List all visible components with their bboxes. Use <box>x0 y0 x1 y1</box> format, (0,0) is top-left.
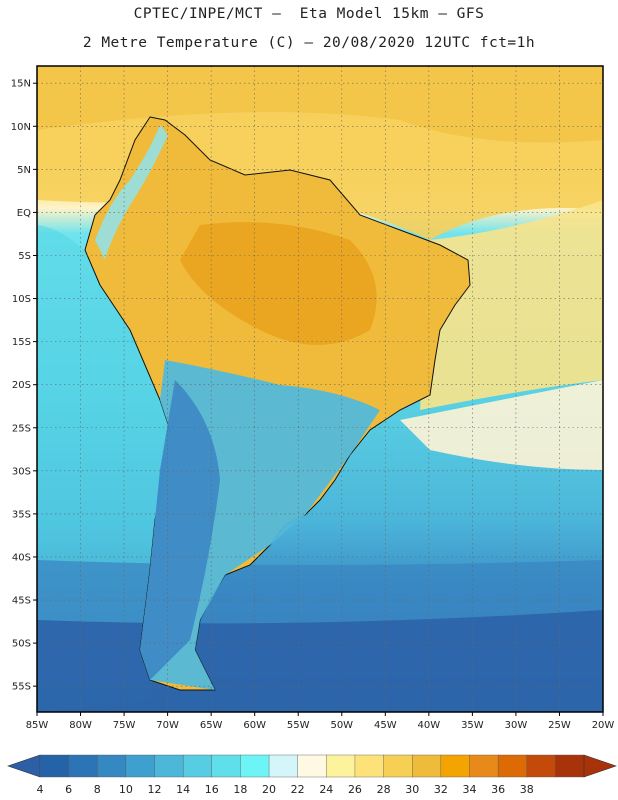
lon-label: 70W <box>156 720 179 731</box>
lat-label: 5N <box>17 165 31 176</box>
lat-label: 45S <box>12 596 31 607</box>
lat-label: 55S <box>12 682 31 693</box>
colorbar-swatch <box>240 754 270 778</box>
colorbar-swatch <box>39 754 70 778</box>
colorbar-label: 20 <box>262 783 276 796</box>
colorbar-swatch <box>354 754 385 778</box>
colorbar-swatch <box>469 754 499 778</box>
colorbar-swatch <box>326 754 356 778</box>
colorbar-swatch <box>268 754 299 778</box>
colorbar-swatch <box>412 754 442 778</box>
colorbar-swatch <box>383 754 413 778</box>
colorbar-label: 30 <box>405 783 419 796</box>
hot-caribbean-band <box>37 66 603 143</box>
colorbar-high-arrow <box>583 754 617 778</box>
lon-label: 20W <box>592 720 615 731</box>
lat-label: 15S <box>12 337 31 348</box>
lon-label: 45W <box>374 720 397 731</box>
colorbar-label: 6 <box>65 783 72 796</box>
colorbar-swatch <box>440 754 470 778</box>
hot-interior-region <box>180 222 377 345</box>
lat-label: 25S <box>12 423 31 434</box>
colorbar-label: 38 <box>520 783 534 796</box>
lat-label: 30S <box>12 466 31 477</box>
colorbar-swatch <box>182 754 213 778</box>
andes-cold-region <box>140 380 220 680</box>
colorbar-label: 16 <box>205 783 219 796</box>
colorbar-label: 36 <box>491 783 505 796</box>
lon-label: 50W <box>330 720 353 731</box>
lat-label: 20S <box>12 380 31 391</box>
lon-label: 55W <box>287 720 310 731</box>
longitude-tick-labels: 85W 80W 75W 70W 65W 60W 55W 50W 45W 40W 35W 30W 25W 2… <box>26 712 615 731</box>
title-line-2: 2 Metre Temperature (C) – 20/08/2020 12U… <box>82 35 536 51</box>
colorbar-label: 24 <box>319 783 333 796</box>
temperature-field <box>37 66 603 712</box>
lon-label: 65W <box>200 720 223 731</box>
colorbar-swatch <box>68 754 98 778</box>
far-southern-ocean <box>37 610 603 712</box>
colorbar-swatch <box>211 754 241 778</box>
colorbar-label: 4 <box>37 783 44 796</box>
colorbar-label: 34 <box>462 783 476 796</box>
colorbar-label: 14 <box>176 783 190 796</box>
colorbar-label: 12 <box>148 783 162 796</box>
colorbar-label: 26 <box>348 783 362 796</box>
colorbar-label: 28 <box>377 783 391 796</box>
colorbar-label: 8 <box>94 783 101 796</box>
lon-label: 85W <box>26 720 49 731</box>
map-frame <box>36 65 604 713</box>
colorbar-low-arrow <box>7 754 41 778</box>
colorbar: 4 6 8 10 12 14 16 18 20 22 24 26 28 30 32 34 36 38 <box>7 754 617 796</box>
lat-label: 35S <box>12 509 31 520</box>
northern-andes-streak <box>95 125 168 260</box>
lat-label: 5S <box>18 251 31 262</box>
colorbar-swatch <box>497 754 528 778</box>
lat-label: EQ <box>17 208 31 219</box>
latitude-tick-labels: 15N 10N 5N EQ 5S 10S 15S 20S 25S 30S 35S 40S 45S 50S 5… <box>11 79 37 693</box>
colorbar-swatch <box>555 754 585 778</box>
lon-label: 75W <box>113 720 136 731</box>
lon-label: 80W <box>69 720 92 731</box>
colorbar-label: 22 <box>291 783 305 796</box>
lon-label: 30W <box>505 720 528 731</box>
colorbar-swatch <box>97 754 127 778</box>
lat-label: 50S <box>12 639 31 650</box>
colorbar-swatch <box>526 754 556 778</box>
lat-label: 10S <box>12 294 31 305</box>
warm-atlantic-region <box>420 200 603 410</box>
lon-label: 25W <box>548 720 571 731</box>
colorbar-swatch <box>297 754 327 778</box>
colorbar-label: 32 <box>434 783 448 796</box>
lon-label: 60W <box>243 720 266 731</box>
lat-label: 15N <box>11 79 31 90</box>
lon-label: 35W <box>461 720 484 731</box>
colorbar-label: 10 <box>119 783 133 796</box>
colorbar-label: 18 <box>233 783 247 796</box>
lat-label: 10N <box>11 122 31 133</box>
lat-label: 40S <box>12 552 31 563</box>
pale-atlantic-band <box>400 380 603 470</box>
colorbar-swatch <box>125 754 156 778</box>
title-line-1: CPTEC/INPE/MCT – Eta Model 15km – GFS <box>133 6 485 22</box>
colorbar-swatch <box>154 754 184 778</box>
lon-label: 40W <box>418 720 441 731</box>
